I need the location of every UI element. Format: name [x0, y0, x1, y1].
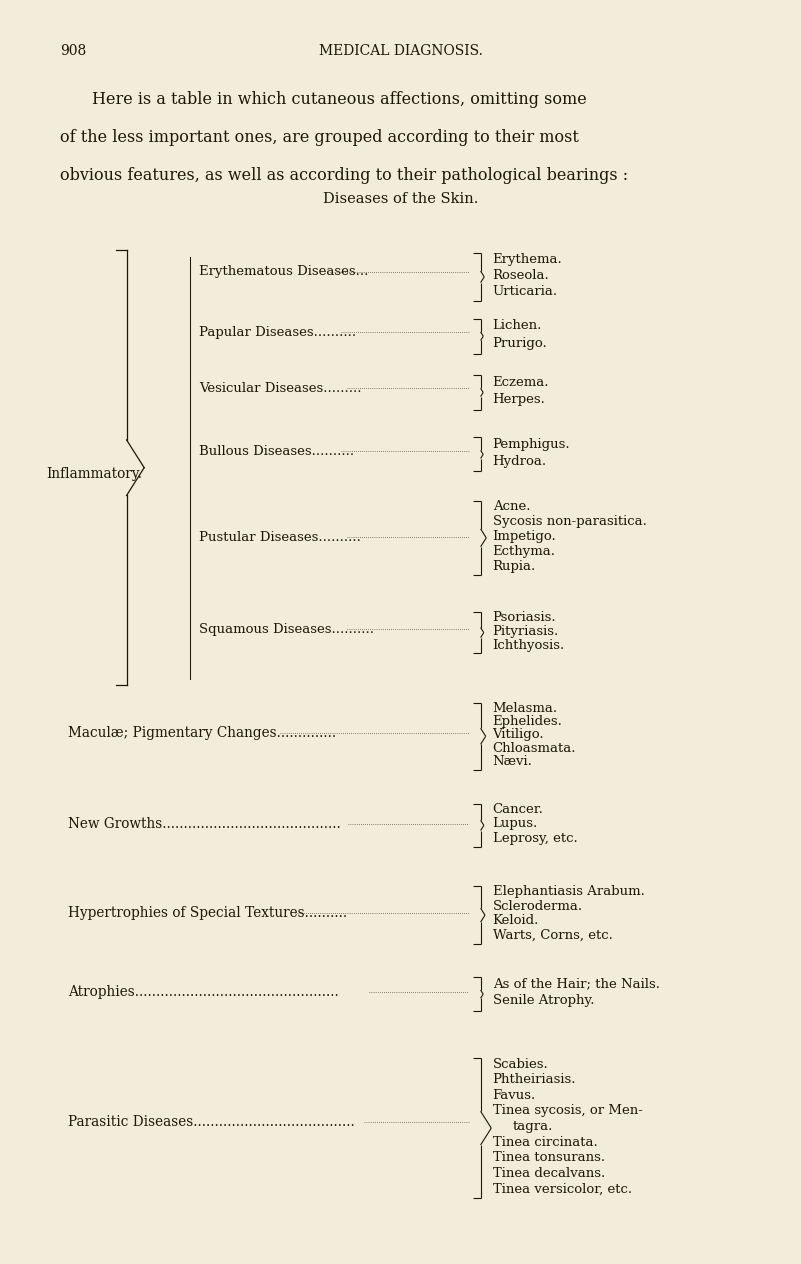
Text: Senile Atrophy.: Senile Atrophy.	[493, 995, 594, 1007]
Text: Cancer.: Cancer.	[493, 803, 544, 817]
Text: Pemphigus.: Pemphigus.	[493, 437, 570, 451]
Text: Bullous Diseases..........: Bullous Diseases..........	[199, 445, 355, 458]
Text: Impetigo.: Impetigo.	[493, 530, 557, 542]
Text: Pityriasis.: Pityriasis.	[493, 624, 559, 638]
Text: tagra.: tagra.	[513, 1120, 553, 1133]
Text: Eczema.: Eczema.	[493, 375, 549, 389]
Text: Hypertrophies of Special Textures..........: Hypertrophies of Special Textures.......…	[68, 905, 347, 920]
Text: Nævi.: Nævi.	[493, 755, 533, 769]
Text: Squamous Diseases..........: Squamous Diseases..........	[199, 623, 374, 636]
Text: Erythema.: Erythema.	[493, 253, 562, 265]
Text: Hydroa.: Hydroa.	[493, 455, 547, 468]
Text: Rupia.: Rupia.	[493, 560, 536, 573]
Text: Ephelides.: Ephelides.	[493, 715, 562, 728]
Text: Maculæ; Pigmentary Changes..............: Maculæ; Pigmentary Changes..............	[68, 726, 336, 741]
Text: Elephantiasis Arabum.: Elephantiasis Arabum.	[493, 885, 645, 899]
Text: 908: 908	[60, 44, 87, 58]
Text: Inflammatory.: Inflammatory.	[46, 466, 143, 482]
Text: Favus.: Favus.	[493, 1088, 536, 1102]
Text: Tinea circinata.: Tinea circinata.	[493, 1135, 598, 1149]
Text: New Growths..........................................: New Growths.............................…	[68, 817, 341, 832]
Text: MEDICAL DIAGNOSIS.: MEDICAL DIAGNOSIS.	[319, 44, 482, 58]
Text: Tinea sycosis, or Men-: Tinea sycosis, or Men-	[493, 1105, 642, 1117]
Text: Leprosy, etc.: Leprosy, etc.	[493, 832, 578, 844]
Text: Scleroderma.: Scleroderma.	[493, 900, 583, 913]
Text: Acne.: Acne.	[493, 501, 530, 513]
Text: Prurigo.: Prurigo.	[493, 336, 547, 350]
Text: Melasma.: Melasma.	[493, 702, 557, 714]
Text: Roseola.: Roseola.	[493, 269, 549, 282]
Text: Urticaria.: Urticaria.	[493, 284, 557, 298]
Text: Sycosis non-parasitica.: Sycosis non-parasitica.	[493, 514, 646, 528]
Text: Tinea versicolor, etc.: Tinea versicolor, etc.	[493, 1182, 632, 1196]
Text: Tinea tonsurans.: Tinea tonsurans.	[493, 1152, 605, 1164]
Text: Ecthyma.: Ecthyma.	[493, 545, 556, 557]
Text: obvious features, as well as according to their pathological bearings :: obvious features, as well as according t…	[60, 167, 628, 183]
Text: Lichen.: Lichen.	[493, 319, 542, 332]
Text: Pustular Diseases..........: Pustular Diseases..........	[199, 531, 361, 544]
Text: Scabies.: Scabies.	[493, 1058, 549, 1071]
Text: As of the Hair; the Nails.: As of the Hair; the Nails.	[493, 977, 659, 991]
Text: Warts, Corns, etc.: Warts, Corns, etc.	[493, 929, 613, 942]
Text: Diseases of the Skin.: Diseases of the Skin.	[323, 192, 478, 206]
Text: Psoriasis.: Psoriasis.	[493, 611, 556, 624]
Text: Chloasmata.: Chloasmata.	[493, 742, 576, 755]
Text: of the less important ones, are grouped according to their most: of the less important ones, are grouped …	[60, 129, 579, 145]
Text: Vitiligo.: Vitiligo.	[493, 728, 544, 742]
Text: Ichthyosis.: Ichthyosis.	[493, 638, 565, 652]
Text: Atrophies................................................: Atrophies...............................…	[68, 985, 339, 1000]
Text: Vesicular Diseases.........: Vesicular Diseases.........	[199, 382, 362, 394]
Text: Here is a table in which cutaneous affections, omitting some: Here is a table in which cutaneous affec…	[92, 91, 587, 107]
Text: Erythematous Diseases...: Erythematous Diseases...	[199, 265, 368, 278]
Text: Lupus.: Lupus.	[493, 818, 537, 830]
Text: Parasitic Diseases......................................: Parasitic Diseases......................…	[68, 1115, 355, 1130]
Text: Keloid.: Keloid.	[493, 914, 539, 928]
Text: Papular Diseases..........: Papular Diseases..........	[199, 326, 356, 339]
Text: Tinea decalvans.: Tinea decalvans.	[493, 1167, 605, 1179]
Text: Phtheiriasis.: Phtheiriasis.	[493, 1073, 576, 1086]
Text: Herpes.: Herpes.	[493, 393, 545, 406]
